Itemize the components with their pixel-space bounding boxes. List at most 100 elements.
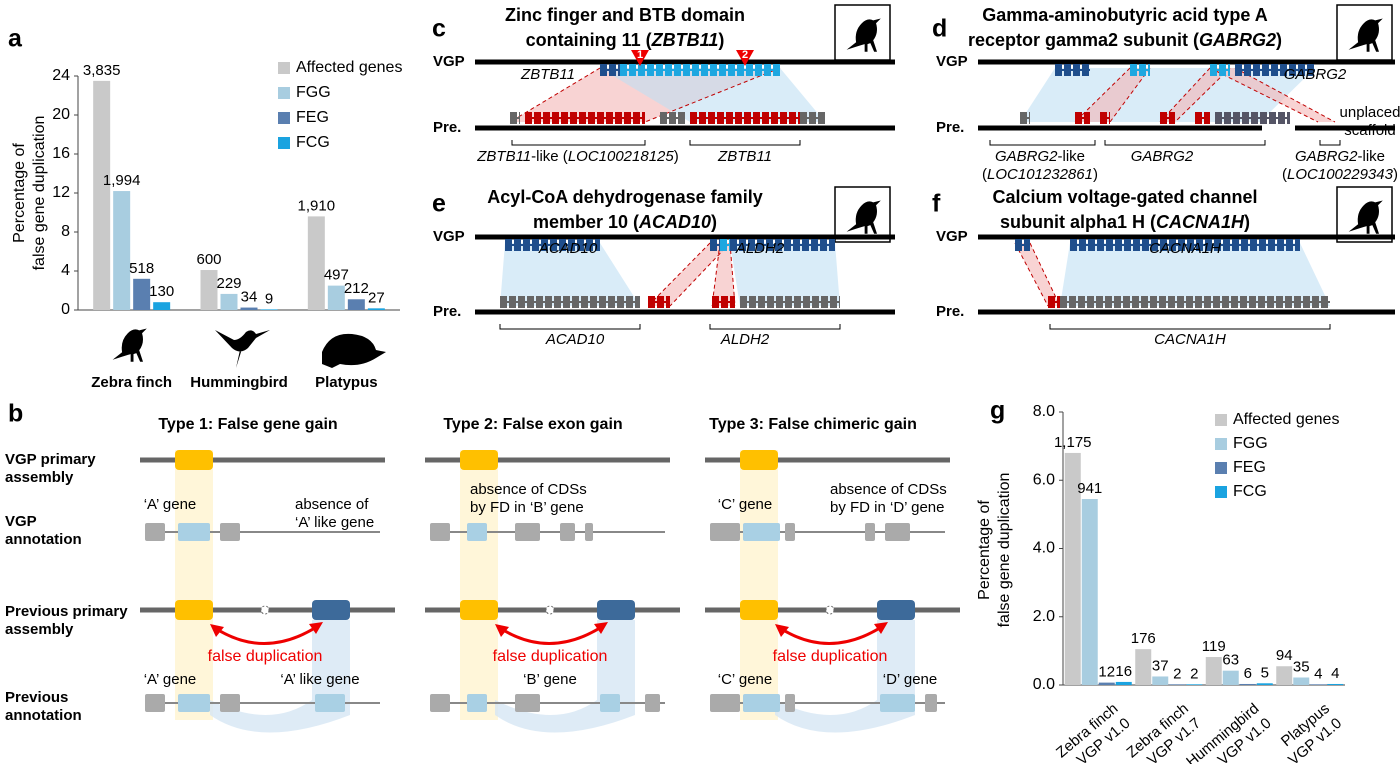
row-label: VGP xyxy=(5,513,37,530)
legend-swatch xyxy=(278,112,290,124)
bar xyxy=(327,285,345,310)
bar xyxy=(367,308,385,310)
gene-label-part: ) xyxy=(1393,166,1398,183)
exon xyxy=(220,523,240,541)
gene-label-part: ACAD10 xyxy=(538,240,598,257)
exon xyxy=(145,523,165,541)
count-label: 497 xyxy=(324,267,349,284)
gene-label: ‘D’ gene xyxy=(883,671,937,688)
count-label: 63 xyxy=(1222,652,1239,669)
dashed-link xyxy=(729,242,736,307)
track-label: VGP xyxy=(936,53,968,70)
panel-letter: b xyxy=(8,400,23,428)
count-label: 5 xyxy=(1261,664,1269,681)
marker-label: 1 xyxy=(637,49,643,61)
bar xyxy=(133,278,151,310)
exon xyxy=(315,694,345,712)
exon xyxy=(515,523,540,541)
bar xyxy=(240,307,258,310)
exon xyxy=(880,694,915,712)
panel-title: receptor gamma2 subunit (GABRG2) xyxy=(968,30,1282,50)
gene-label: ACAD10 xyxy=(545,331,605,348)
count-label: 229 xyxy=(216,275,241,292)
dup-label: false duplication xyxy=(773,648,888,665)
count-label: 94 xyxy=(1276,647,1293,664)
dup-label: false duplication xyxy=(208,648,323,665)
gap-dot xyxy=(260,605,270,615)
dashed-link xyxy=(1174,67,1231,123)
panel-title-part: receptor gamma2 subunit ( xyxy=(968,30,1199,50)
dashed-link xyxy=(1234,67,1336,123)
legend-label: FCG xyxy=(1233,483,1267,500)
count-label: 600 xyxy=(196,251,221,268)
exon xyxy=(585,523,593,541)
count-label: 1,175 xyxy=(1054,434,1092,451)
marker-label: 2 xyxy=(742,49,748,61)
dup-arrow xyxy=(214,624,319,645)
y-tick-label: 12 xyxy=(52,184,70,201)
panel-title: containing 11 (ZBTB11) xyxy=(526,30,725,50)
panel-letter: d xyxy=(932,15,947,43)
legend-label: FCG xyxy=(296,134,330,151)
legend-label: FEG xyxy=(296,109,329,126)
panel-title-part: containing 11 ( xyxy=(526,30,652,50)
bar xyxy=(200,270,218,310)
legend-label: Affected genes xyxy=(296,59,402,76)
highlight-band xyxy=(460,450,498,720)
count-label: 4 xyxy=(1314,665,1322,682)
gene-label: GABRG2 xyxy=(1131,148,1194,165)
y-tick-label: 0.0 xyxy=(1033,676,1055,693)
panel-title-part: ) xyxy=(1276,30,1282,50)
exon xyxy=(645,694,660,712)
gap-dot xyxy=(825,605,835,615)
homology-link xyxy=(1160,68,1230,122)
y-tick-label: 4 xyxy=(61,262,70,279)
legend-swatch xyxy=(1215,414,1227,426)
panel-letter: c xyxy=(432,15,446,43)
dashed-link xyxy=(1014,242,1049,307)
gene-box xyxy=(175,450,213,470)
y-axis-label: false gene duplication xyxy=(996,473,1013,628)
gene-label: (LOC101232861) xyxy=(982,166,1098,183)
row-label: annotation xyxy=(5,707,82,724)
bar xyxy=(220,293,238,310)
count-label: 3,835 xyxy=(83,62,121,79)
panel-title-part: Gamma-aminobutyric acid type A xyxy=(982,5,1267,25)
dashed-link xyxy=(1159,67,1211,123)
dup-arrow xyxy=(779,624,884,645)
gene-label: ‘C’ gene xyxy=(718,496,772,513)
gene-box xyxy=(740,450,778,470)
gene-label-part: ALDH2 xyxy=(735,240,785,257)
gene-bracket xyxy=(511,140,646,146)
note-label: scaffold xyxy=(1344,122,1395,139)
bird-icon xyxy=(112,328,147,362)
bar xyxy=(1152,676,1169,685)
y-tick-label: 24 xyxy=(52,67,70,84)
homology-link xyxy=(1075,68,1150,122)
gene-label-part: CACNA1H xyxy=(1154,331,1226,348)
gene-label: by FD in ‘D’ gene xyxy=(830,499,945,516)
gene-label-part: ( xyxy=(1282,166,1287,183)
bar xyxy=(1115,681,1132,685)
exon xyxy=(430,523,450,541)
x-tick-label: Zebra finch xyxy=(91,374,172,391)
gene-label: ‘A’ gene xyxy=(144,671,197,688)
panel-title-part: GABRG2 xyxy=(1199,30,1276,50)
gene-label-part: GABRG2 xyxy=(1131,148,1194,165)
count-label: 34 xyxy=(241,289,258,306)
y-tick-label: 0 xyxy=(61,301,70,318)
gene-label-part: CACNA1H xyxy=(1149,240,1221,257)
dup-label: false duplication xyxy=(493,648,608,665)
bar xyxy=(1135,649,1152,685)
x-tick-label: Platypus xyxy=(315,374,378,391)
gene-label-part: ACAD10 xyxy=(545,331,605,348)
y-tick-label: 8 xyxy=(61,223,70,240)
bar xyxy=(1310,684,1327,685)
y-axis-label: Percentage of xyxy=(976,500,993,600)
count-label: 9 xyxy=(265,290,273,307)
gene-bracket xyxy=(689,140,801,146)
gene-label: ‘A’ like gene xyxy=(280,671,359,688)
gene-label: absence of xyxy=(295,496,369,513)
bar xyxy=(1081,499,1098,685)
y-tick-label: 20 xyxy=(52,106,70,123)
